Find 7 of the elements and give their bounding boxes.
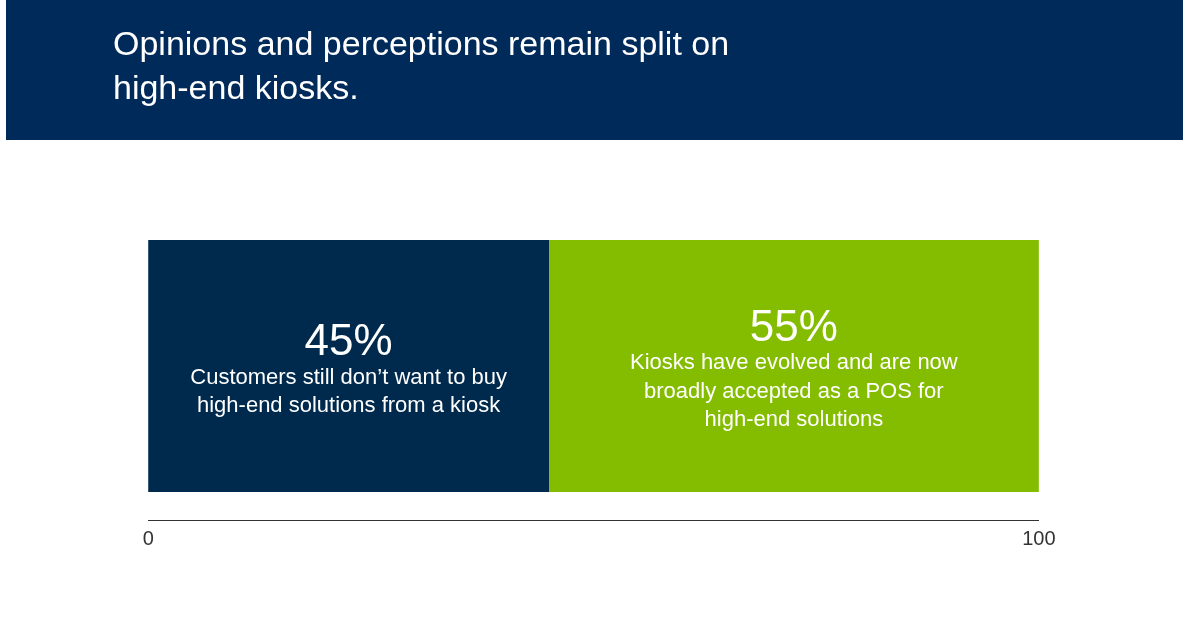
- data-label: 55%: [749, 300, 838, 350]
- series-label: Kiosks have evolved and are now broadly accepted as a POS for high-end solutions: [629, 349, 958, 432]
- series-label: Customers still don’t want to buy high-end solutions from a kiosk: [190, 363, 507, 418]
- chart-title: Opinions and perceptions remain split on high-end kiosks.: [113, 24, 730, 107]
- x-tick-label: 0: [142, 527, 154, 549]
- data-label: 45%: [304, 314, 393, 364]
- x-tick-label: 100: [1022, 527, 1056, 549]
